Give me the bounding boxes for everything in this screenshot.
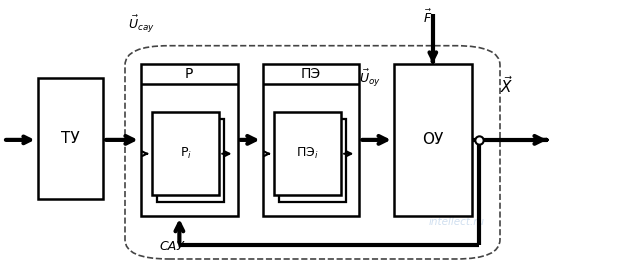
Text: Р$_i$: Р$_i$ [179, 146, 192, 161]
Text: ОУ: ОУ [422, 132, 444, 147]
Bar [262, 64, 359, 216]
Text: $\vec{U}_{\mathit{сау}}$: $\vec{U}_{\mathit{сау}}$ [128, 13, 155, 35]
Text: Р: Р [185, 66, 193, 81]
Text: ΤУ: ΤУ [61, 131, 79, 146]
Bar [279, 119, 346, 202]
Bar [152, 112, 219, 195]
Text: $\vec{X}$: $\vec{X}$ [500, 75, 513, 96]
Text: $\vec{F}$: $\vec{F}$ [424, 8, 432, 25]
Text: $\vec{U}_{\mathit{оу}}$: $\vec{U}_{\mathit{оу}}$ [359, 67, 381, 89]
Bar [394, 64, 472, 216]
Bar [141, 64, 238, 216]
Bar [38, 78, 103, 199]
Text: ПЭ: ПЭ [301, 66, 321, 81]
Bar [157, 119, 224, 202]
Text: intellect.ru: intellect.ru [428, 217, 484, 227]
Bar [274, 112, 341, 195]
Text: ПЭ$_i$: ПЭ$_i$ [296, 146, 319, 161]
Text: САУ: САУ [159, 240, 184, 253]
